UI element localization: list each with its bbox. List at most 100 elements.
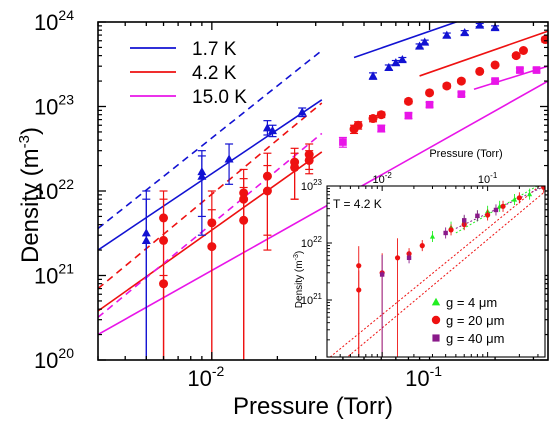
inset-data-point-2-1 [406,255,412,261]
data-point-0-4 [224,154,234,163]
inset-data-point-1-11 [541,186,545,190]
fit-line-solid-0 [98,99,323,251]
data-point-2-6 [516,66,524,74]
legend-label-0: 1.7 K [192,39,237,60]
x-tick-label: 10-2 [187,363,224,391]
inset-legend-label-2: g = 40 μm [446,331,504,346]
data-point-2-1 [377,124,386,133]
data-point-0-11 [397,54,407,64]
data-point-2-7 [532,66,541,74]
data-point-1-9 [262,186,272,196]
data-point-1-13 [304,155,314,165]
inset-data-point-0-6 [511,196,518,202]
data-point-1-15 [353,120,363,130]
inset-y-axis-label: Density (m-3) [293,251,305,308]
inset-legend-marker-2 [432,334,440,342]
data-point-1-24 [511,51,521,61]
main-plot-area [98,22,548,360]
inset-data-point-1-5 [419,243,425,249]
data-point-0-12 [415,41,425,50]
data-point-1-17 [376,110,386,120]
inset-data-point-1-0 [356,263,362,269]
y-tick-label: 1024 [34,7,74,35]
data-point-1-16 [368,114,378,124]
fit-line-highp-0 [353,22,459,59]
x-tick-label: 10-1 [405,363,442,391]
data-point-0-14 [442,30,452,39]
inset-legend-label-1: g = 20 μm [446,313,504,328]
inset-frame [326,185,546,358]
data-point-0-1 [141,235,151,245]
inset-legend-label-0: g = 4 μm [446,295,497,310]
legend-label-1: 4.2 K [192,63,237,84]
data-point-1-21 [456,76,466,86]
inset-data-point-2-4 [475,213,480,219]
inset-data-point-0-7 [526,191,533,197]
inset-legend-marker-0 [431,297,441,306]
inset-data-point-2-0 [379,272,385,277]
inset-data-point-2-3 [462,218,467,223]
data-point-2-2 [404,111,413,120]
inset-fit-line-a [329,186,541,357]
data-point-1-18 [403,96,413,106]
data-point-1-11 [290,162,300,172]
inset-fit-line-c [455,186,539,234]
data-point-2-0 [339,138,347,146]
data-point-1-22 [475,66,485,76]
data-point-1-19 [425,88,435,98]
inset-data-point-2-5 [493,207,499,213]
data-point-0-13 [420,37,430,46]
fit-line-dashed-1 [98,102,323,290]
data-point-1-20 [442,81,452,91]
inset-plot-area [329,186,545,357]
x-axis-label: Pressure (Torr) [233,393,393,420]
data-point-0-10 [391,58,401,67]
data-point-0-9 [384,62,394,72]
inset-plot: 10-2 10-1 1021 1022 1023 Pressure (Torr) Densi… [293,148,546,358]
data-point-1-7 [239,215,249,225]
y-tick-label: 1023 [34,92,74,120]
fit-line-solid-2 [98,80,548,336]
inset-fit-line-b [346,191,545,357]
data-point-0-3 [197,171,207,180]
inset-data-point-1-8 [485,212,491,218]
data-point-0-17 [490,23,500,32]
fit-line-highp-1 [419,30,548,77]
data-point-1-25 [518,45,528,55]
inset-title: T = 4.2 K [333,197,382,211]
data-point-2-3 [425,100,434,109]
inset-data-point-1-9 [500,203,506,209]
inset-x-axis-label: Pressure (Torr) [429,148,502,160]
legend-label-2: 15.0 K [192,87,247,108]
inset-data-point-1-6 [448,227,454,233]
data-point-0-16 [475,22,485,29]
fit-line-solid-1 [98,151,323,312]
data-point-1-1 [159,235,169,245]
inset-data-point-1-1 [356,287,362,293]
data-point-1-26 [540,35,548,45]
y-tick-label: 1020 [34,345,74,373]
inset-y-tick-label: 1023 [301,178,323,193]
data-point-0-15 [460,28,470,37]
data-point-2-4 [457,90,466,98]
inset-y-tick-label: 1021 [301,292,323,307]
data-point-2-5 [491,77,499,85]
y-tick-label: 1022 [34,176,74,204]
data-point-0-8 [368,71,378,80]
data-point-1-2 [159,279,169,289]
inset-background [327,186,545,357]
data-point-0-7 [297,107,307,116]
inset-data-point-1-10 [516,195,522,201]
data-point-1-23 [490,60,500,70]
data-point-1-4 [207,242,217,252]
data-point-0-6 [268,125,278,135]
inset-legend-marker-1 [431,315,441,325]
inset-data-point-1-3 [394,255,401,261]
inset-x-tick-label: 10-1 [478,171,498,186]
y-tick-label: 1021 [34,261,74,289]
inset-data-point-2-2 [443,230,448,236]
y-axis-label: Density (m-3) [16,127,44,263]
inset-y-tick-label: 1022 [301,235,323,250]
